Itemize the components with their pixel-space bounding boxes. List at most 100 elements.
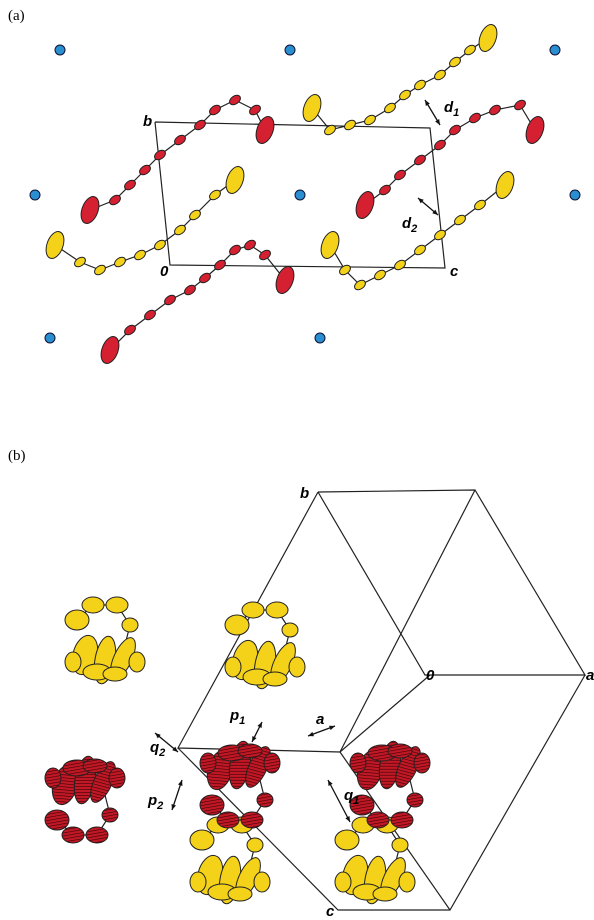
bond <box>55 180 235 270</box>
atom <box>113 255 127 268</box>
axis-label: 0 <box>160 263 169 280</box>
panel-label: (a) <box>8 8 25 24</box>
label-subscript: 1 <box>239 715 245 727</box>
drawing <box>30 22 585 910</box>
label-symbol: q <box>344 787 353 804</box>
atom <box>109 768 125 788</box>
atom <box>263 672 287 686</box>
atom <box>373 268 387 281</box>
atom <box>55 45 65 55</box>
atom <box>391 812 413 828</box>
atom <box>129 652 145 672</box>
atom <box>335 830 359 850</box>
label-subscript: 2 <box>158 747 165 759</box>
bond <box>330 185 505 285</box>
atom <box>282 623 298 637</box>
atom <box>407 793 423 807</box>
atom <box>414 753 430 773</box>
atom <box>363 113 377 126</box>
atom <box>550 45 560 55</box>
atom <box>200 753 216 773</box>
atom <box>62 827 84 843</box>
atom <box>315 333 325 343</box>
atom <box>93 263 107 276</box>
atom <box>257 793 273 807</box>
atom <box>82 597 104 613</box>
atom <box>343 118 357 131</box>
arrow-head <box>308 732 314 736</box>
atom <box>350 753 366 773</box>
panel-label: (b) <box>8 448 26 464</box>
atom <box>247 838 263 852</box>
label-subscript: 1 <box>353 795 359 807</box>
bond <box>90 100 265 210</box>
axis-label: c <box>326 903 335 920</box>
atom <box>102 808 118 822</box>
unit-cell <box>318 490 585 675</box>
atom <box>388 744 412 758</box>
atom <box>254 872 270 892</box>
atom <box>78 194 103 226</box>
atom <box>106 597 128 613</box>
atom <box>86 827 108 843</box>
atom <box>453 213 467 226</box>
atom <box>173 133 187 146</box>
atom <box>468 111 482 124</box>
atom <box>122 618 138 632</box>
atom <box>83 759 107 773</box>
atom <box>65 610 89 630</box>
atom <box>241 812 263 828</box>
atom <box>248 103 262 116</box>
atom <box>223 164 248 196</box>
atom <box>98 334 123 366</box>
axis-label: 0 <box>426 667 435 684</box>
axis-label: a <box>586 667 594 684</box>
atom <box>73 255 87 268</box>
label-symbol: p <box>147 792 157 809</box>
distance-label: p2 <box>147 792 163 812</box>
atom <box>43 229 68 261</box>
atom <box>318 229 343 261</box>
axis-label: b <box>300 485 309 502</box>
atom <box>225 657 241 677</box>
atom <box>335 872 351 892</box>
atom <box>488 103 502 116</box>
atom <box>367 812 389 828</box>
atom <box>190 872 206 892</box>
axis-label: c <box>450 263 459 280</box>
distance-label: d2 <box>402 215 417 235</box>
distance-label: q2 <box>150 739 165 759</box>
bond <box>110 245 285 350</box>
atom <box>45 810 69 830</box>
label-symbol: q <box>150 739 159 756</box>
arrow-head <box>172 804 176 810</box>
atom <box>238 744 262 758</box>
atom <box>413 78 427 91</box>
atom <box>133 248 147 261</box>
atom <box>393 258 407 271</box>
arrow-head <box>329 726 335 730</box>
atom <box>103 667 127 681</box>
atom <box>45 333 55 343</box>
atom <box>413 243 427 256</box>
atom <box>190 830 214 850</box>
atom <box>65 652 81 672</box>
label-subscript: 2 <box>156 800 163 812</box>
atom <box>30 190 40 200</box>
label-subscript: 2 <box>410 223 417 235</box>
distance-label: d1 <box>444 99 459 119</box>
atom <box>228 93 242 106</box>
atom <box>476 22 501 54</box>
atom <box>266 602 288 618</box>
atom <box>228 887 252 901</box>
atom <box>200 795 224 815</box>
label-subscript: 1 <box>453 107 459 119</box>
unit-cell <box>340 490 475 752</box>
atom <box>513 98 527 111</box>
axis-label: b <box>143 113 152 130</box>
atom <box>373 887 397 901</box>
atom <box>242 602 264 618</box>
atom <box>289 657 305 677</box>
atom <box>163 293 177 306</box>
atom <box>143 308 157 321</box>
